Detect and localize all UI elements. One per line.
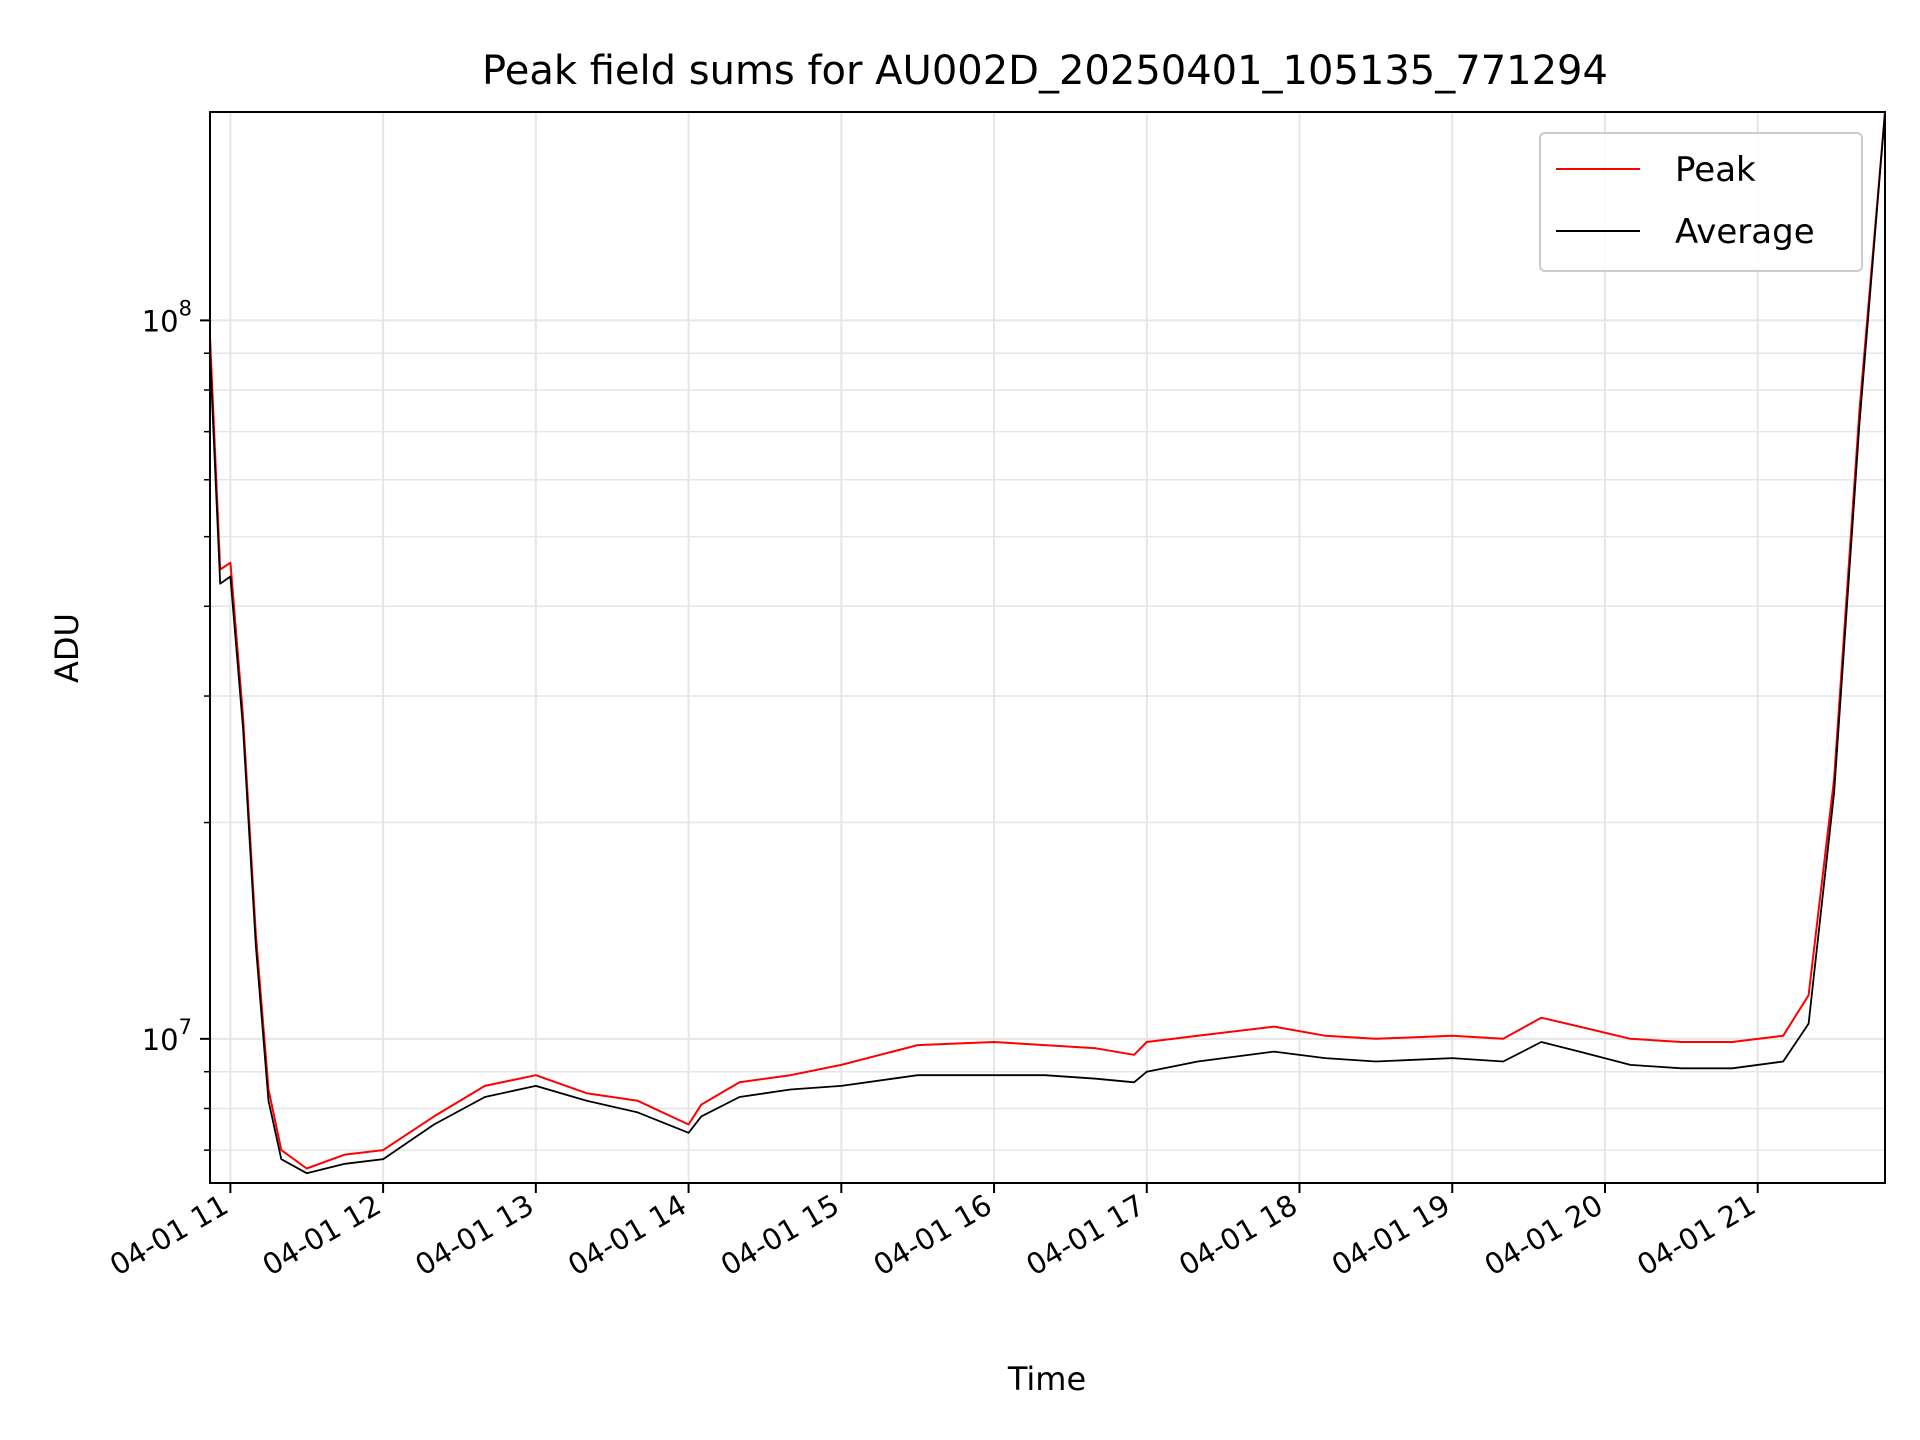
series-layer <box>210 112 1885 1175</box>
y-tick-label: 108 <box>142 296 192 338</box>
x-axis-label: Time <box>1007 1360 1086 1398</box>
legend: Peak Average <box>1539 132 1863 272</box>
plot-frame <box>209 111 1886 1184</box>
legend-label-average: Average <box>1675 212 1815 252</box>
grid <box>210 112 1885 1183</box>
y-tick-label: 107 <box>142 1015 192 1057</box>
series-peak-line <box>210 112 1885 1170</box>
y-axis: 107 108 <box>142 296 210 1151</box>
y-axis-label: ADU <box>48 613 86 683</box>
series-average-line <box>210 112 1885 1175</box>
legend-box <box>1539 132 1863 272</box>
legend-label-peak: Peak <box>1675 150 1756 190</box>
chart-title: Peak field sums for AU002D_20250401_1051… <box>482 48 1608 94</box>
